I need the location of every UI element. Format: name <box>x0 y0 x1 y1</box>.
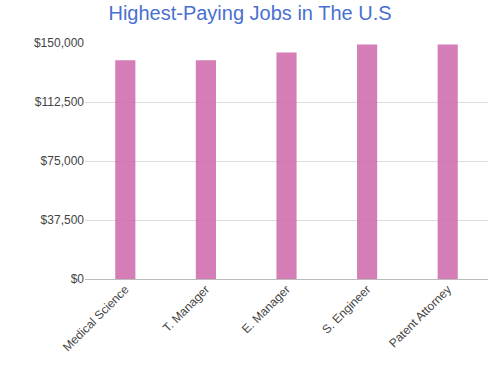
svg-text:E. Manager: E. Manager <box>239 282 293 336</box>
svg-text:Highest-Paying Jobs in The U.S: Highest-Paying Jobs in The U.S <box>108 2 391 24</box>
svg-text:T. Manager: T. Manager <box>160 282 212 334</box>
svg-text:$0: $0 <box>71 272 85 286</box>
svg-text:$112,500: $112,500 <box>35 95 84 109</box>
svg-text:Patent Attorney: Patent Attorney <box>386 282 454 350</box>
svg-text:$37,500: $37,500 <box>41 213 85 227</box>
svg-text:$75,000: $75,000 <box>41 154 85 168</box>
svg-text:$150,000: $150,000 <box>34 36 84 50</box>
svg-text:Medical Science: Medical Science <box>60 282 132 354</box>
svg-text:S. Engineer: S. Engineer <box>319 282 373 336</box>
